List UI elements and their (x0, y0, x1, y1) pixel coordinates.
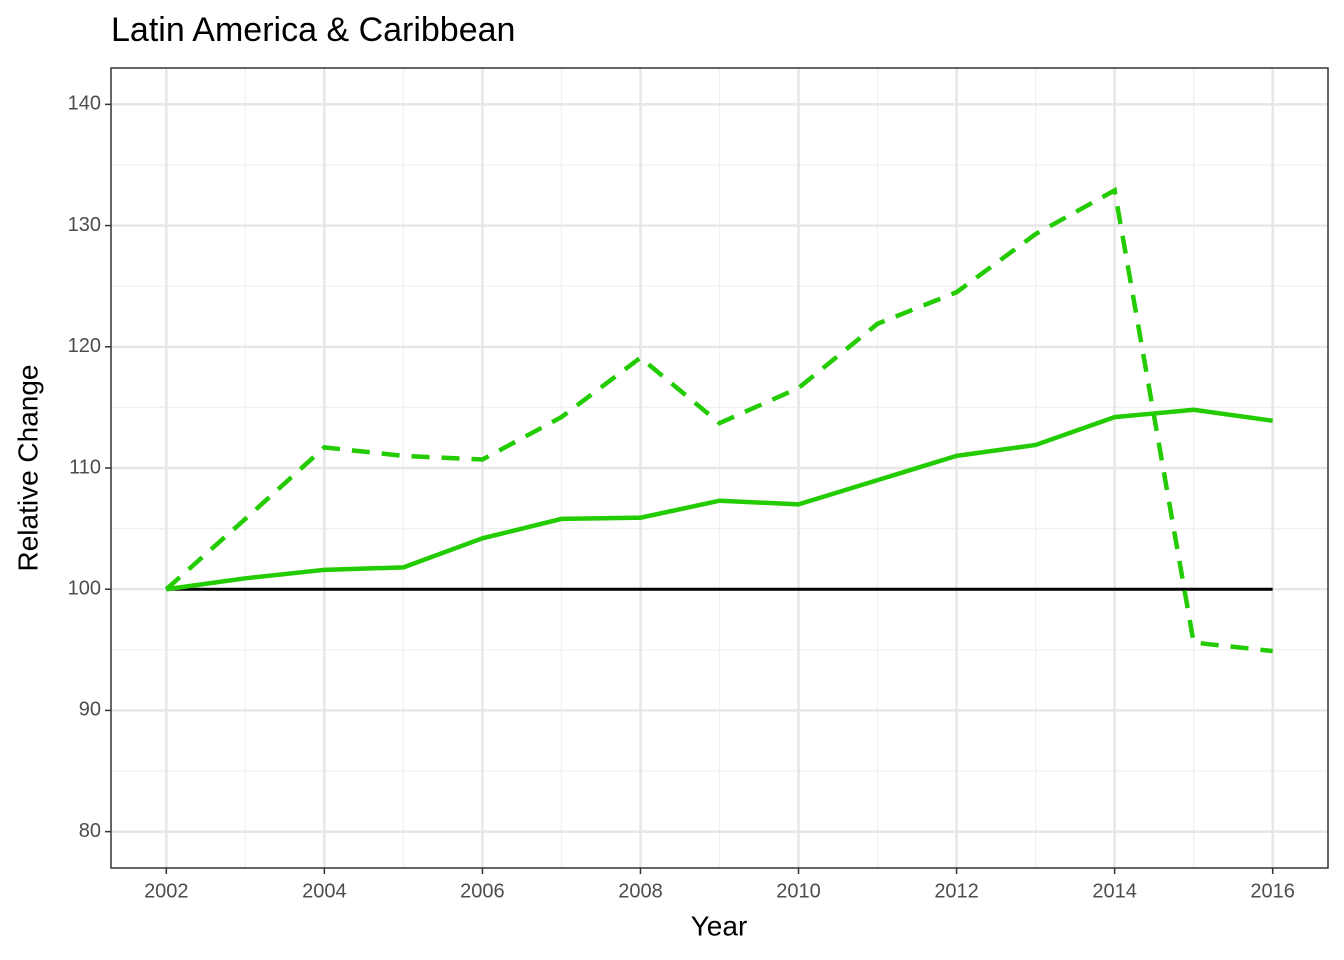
x-tick-label: 2016 (1250, 880, 1295, 902)
y-tick-label: 90 (79, 699, 101, 721)
series-line (166, 407, 1273, 592)
x-tick-label: 2004 (302, 880, 347, 902)
x-tick-label: 2012 (934, 880, 979, 902)
y-axis-label: Relative Change (12, 364, 43, 571)
x-axis-label: Year (691, 910, 748, 941)
y-tick-label: 100 (68, 577, 101, 599)
x-tick-label: 2010 (776, 880, 821, 902)
chart-title: Latin America & Caribbean (111, 11, 515, 49)
y-tick-label: 130 (68, 214, 101, 236)
y-tick-label: 120 (68, 335, 101, 357)
plot-border (110, 67, 1329, 869)
x-tick-label: 2002 (144, 880, 189, 902)
x-tick-label: 2008 (618, 880, 663, 902)
y-tick-label: 140 (68, 93, 101, 115)
x-tick-label: 2014 (1092, 880, 1137, 902)
y-tick-label: 80 (79, 820, 101, 842)
series-line (164, 186, 1273, 654)
y-tick-label: 110 (69, 456, 101, 478)
x-tick-label: 2006 (460, 880, 505, 902)
